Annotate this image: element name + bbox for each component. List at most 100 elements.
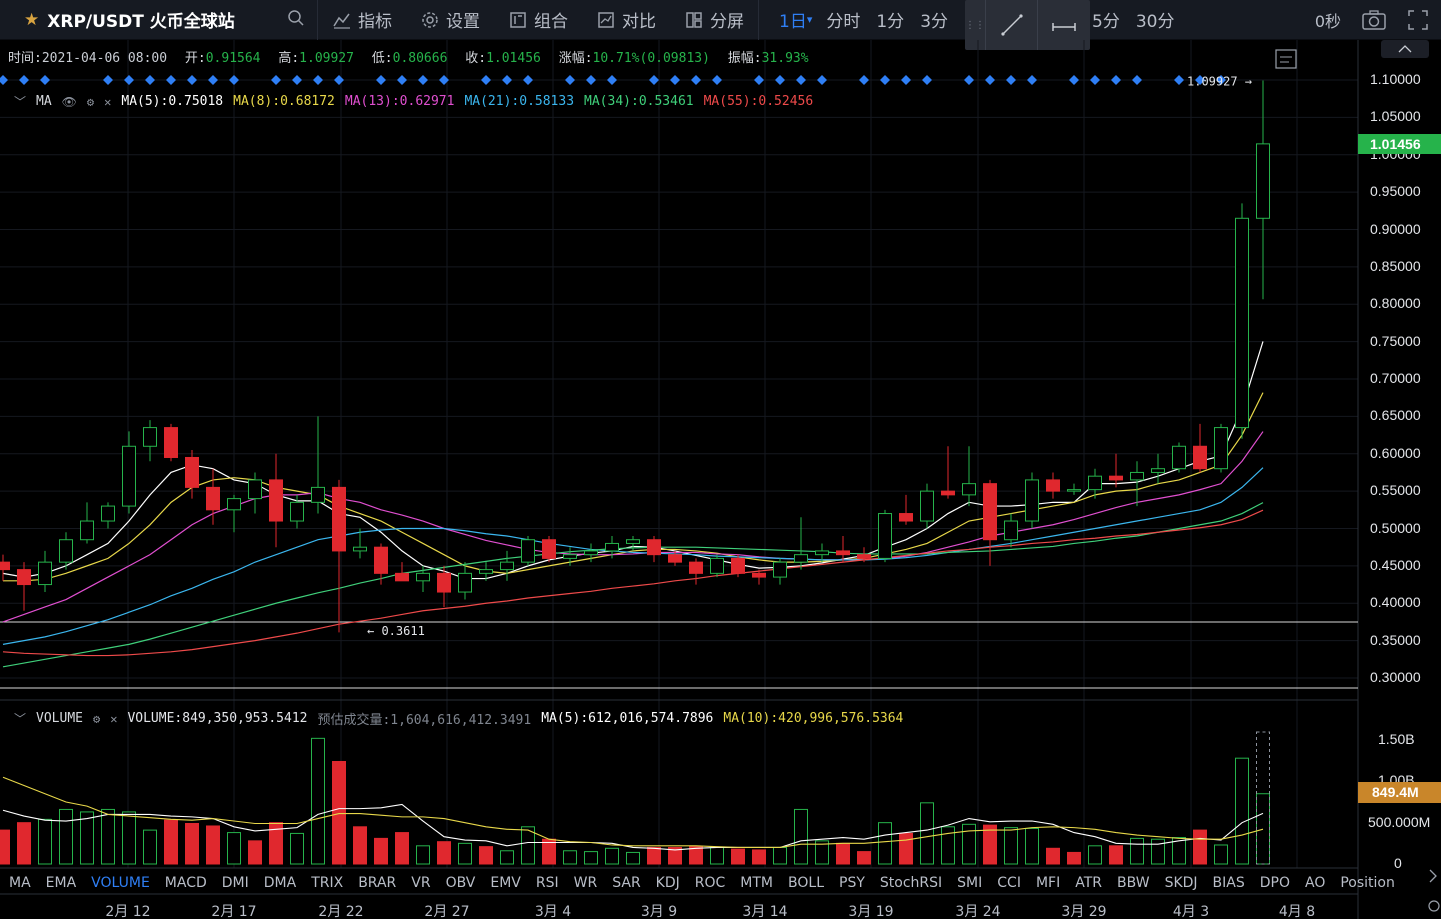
indicator-tab-macd[interactable]: MACD bbox=[164, 875, 207, 891]
volume-bar bbox=[920, 802, 934, 865]
indicator-tab-volume[interactable]: VOLUME bbox=[91, 875, 150, 891]
indicator-tab-mtm[interactable]: MTM bbox=[740, 875, 774, 891]
indicator-tab-emv[interactable]: EMV bbox=[490, 875, 521, 891]
fullscreen-icon[interactable] bbox=[1407, 9, 1429, 31]
indicator-tab-dma[interactable]: DMA bbox=[263, 875, 297, 891]
date-axis-label: 4月 3 bbox=[1172, 904, 1210, 919]
indicator-tab-roc[interactable]: ROC bbox=[694, 875, 726, 891]
search-icon[interactable] bbox=[287, 9, 305, 27]
signal-marker bbox=[481, 75, 491, 85]
interval-30m[interactable]: 30分 bbox=[1135, 12, 1175, 32]
candle-body bbox=[332, 486, 346, 552]
axis-settings-icon[interactable] bbox=[1428, 900, 1440, 912]
indicator-tab-rsi[interactable]: RSI bbox=[535, 875, 559, 891]
signal-marker bbox=[103, 75, 113, 85]
volume-bar bbox=[752, 849, 766, 865]
signal-marker bbox=[376, 75, 386, 85]
ma13-value: MA(13):0.62971 bbox=[344, 94, 455, 109]
indicator-tab-mfi[interactable]: MFI bbox=[1035, 875, 1061, 891]
indicator-tab-kdj[interactable]: KDJ bbox=[655, 875, 680, 891]
volume-bar bbox=[857, 851, 871, 865]
volume-bar bbox=[395, 832, 409, 865]
interval-1d[interactable]: 1日 bbox=[779, 12, 807, 32]
interval-3m[interactable]: 3分 bbox=[920, 12, 949, 32]
candle-body bbox=[521, 539, 535, 563]
low-label: 低: bbox=[371, 51, 393, 66]
note-icon[interactable] bbox=[1275, 49, 1297, 69]
signal-marker bbox=[124, 75, 134, 85]
settings-button[interactable]: 设置 bbox=[406, 0, 494, 40]
signal-marker bbox=[40, 75, 50, 85]
indicator-tab-trix[interactable]: TRIX bbox=[311, 875, 344, 891]
volume-bar bbox=[1004, 827, 1018, 865]
close-icon[interactable]: ✕ bbox=[104, 94, 112, 109]
scroll-up-icon[interactable] bbox=[1381, 40, 1429, 58]
ohlc-info: 时间:2021-04-06 08:00 开:0.91564 高:1.09927 … bbox=[8, 47, 809, 66]
date-axis-label: 3月 9 bbox=[640, 904, 678, 919]
settings-icon[interactable]: ⚙ bbox=[86, 94, 95, 109]
horizontal-ray-tool[interactable] bbox=[1037, 0, 1089, 50]
indicator-tab-boll[interactable]: BOLL bbox=[788, 875, 824, 891]
indicator-tab-position[interactable]: Position bbox=[1340, 875, 1395, 891]
volume-axis-label: 0 bbox=[1394, 855, 1402, 871]
candle-body bbox=[647, 539, 661, 556]
candle-body bbox=[1235, 217, 1249, 429]
split-screen-button[interactable]: 分屏 bbox=[670, 0, 758, 40]
indicator-tab-vr[interactable]: VR bbox=[411, 875, 431, 891]
trend-line-tool[interactable] bbox=[985, 0, 1037, 50]
change-label: 涨幅: bbox=[558, 51, 593, 66]
indicator-tab-stochrsi[interactable]: StochRSI bbox=[879, 875, 943, 891]
indicator-tab-atr[interactable]: ATR bbox=[1075, 875, 1102, 891]
indicator-tab-wr[interactable]: WR bbox=[573, 875, 598, 891]
camera-icon[interactable] bbox=[1361, 9, 1387, 31]
volume-close-icon[interactable]: ✕ bbox=[110, 711, 118, 726]
candle-body bbox=[416, 572, 430, 582]
candle-body bbox=[311, 486, 325, 503]
indicator-tab-bbw[interactable]: BBW bbox=[1117, 875, 1150, 891]
ma-line-MA(55) bbox=[2, 509, 1264, 657]
price-axis-label: 0.55000 bbox=[1370, 482, 1421, 499]
interval-1m[interactable]: 1分 bbox=[876, 12, 905, 32]
eye-icon[interactable]: 👁 bbox=[61, 94, 77, 109]
axis-menu-icon[interactable] bbox=[1429, 869, 1437, 883]
indicator-tab-ema[interactable]: EMA bbox=[45, 875, 77, 891]
volume-tag: 849.4M bbox=[1358, 782, 1441, 803]
indicator-tab-smi[interactable]: SMI bbox=[957, 875, 983, 891]
indicator-tab-ma[interactable]: MA bbox=[9, 875, 31, 891]
symbol-selector[interactable]: ★ XRP/USDT 火币全球站 bbox=[0, 0, 318, 40]
price-axis-label: 0.80000 bbox=[1370, 295, 1421, 312]
volume-bar bbox=[647, 846, 661, 865]
price-axis-label: 0.65000 bbox=[1370, 407, 1421, 424]
volume-bar bbox=[941, 826, 955, 865]
collapse-icon[interactable]: ﹀ bbox=[14, 95, 27, 109]
volume-value: VOLUME:849,350,953.5412 bbox=[127, 711, 308, 726]
volume-bar bbox=[143, 829, 157, 865]
indicator-tab-dmi[interactable]: DMI bbox=[221, 875, 249, 891]
compare-button[interactable]: 对比 bbox=[582, 0, 670, 40]
volume-settings-icon[interactable]: ⚙ bbox=[92, 711, 101, 726]
indicator-button[interactable]: 指标 bbox=[318, 0, 406, 40]
indicator-tab-bias[interactable]: BIAS bbox=[1212, 875, 1245, 891]
indicator-tab-brar[interactable]: BRAR bbox=[358, 875, 397, 891]
candle-body bbox=[0, 561, 10, 571]
drag-handle-icon[interactable]: ⋮⋮ bbox=[965, 19, 985, 31]
indicator-tab-sar[interactable]: SAR bbox=[612, 875, 641, 891]
interval-5m[interactable]: 5分 bbox=[1092, 12, 1120, 32]
volume-collapse-icon[interactable]: ﹀ bbox=[14, 712, 27, 726]
interval-timeline[interactable]: 分时 bbox=[826, 12, 861, 32]
favorite-star-icon[interactable]: ★ bbox=[24, 9, 40, 30]
indicator-tab-cci[interactable]: CCI bbox=[997, 875, 1021, 891]
indicator-tab-ao[interactable]: AO bbox=[1305, 875, 1326, 891]
indicator-tab-obv[interactable]: OBV bbox=[445, 875, 476, 891]
indicator-tab-psy[interactable]: PSY bbox=[839, 875, 865, 891]
low-value: 0.80666 bbox=[392, 51, 448, 66]
interval-dropdown-icon[interactable]: ▾ bbox=[806, 13, 813, 26]
signal-markers bbox=[0, 75, 1226, 85]
layout-button[interactable]: 组合 bbox=[494, 0, 582, 40]
indicator-tab-dpo[interactable]: DPO bbox=[1259, 875, 1290, 891]
signal-marker bbox=[271, 75, 281, 85]
indicator-tab-skdj[interactable]: SKDJ bbox=[1164, 875, 1198, 891]
high-value: 1.09927 bbox=[299, 51, 354, 66]
candle-body bbox=[479, 569, 493, 574]
